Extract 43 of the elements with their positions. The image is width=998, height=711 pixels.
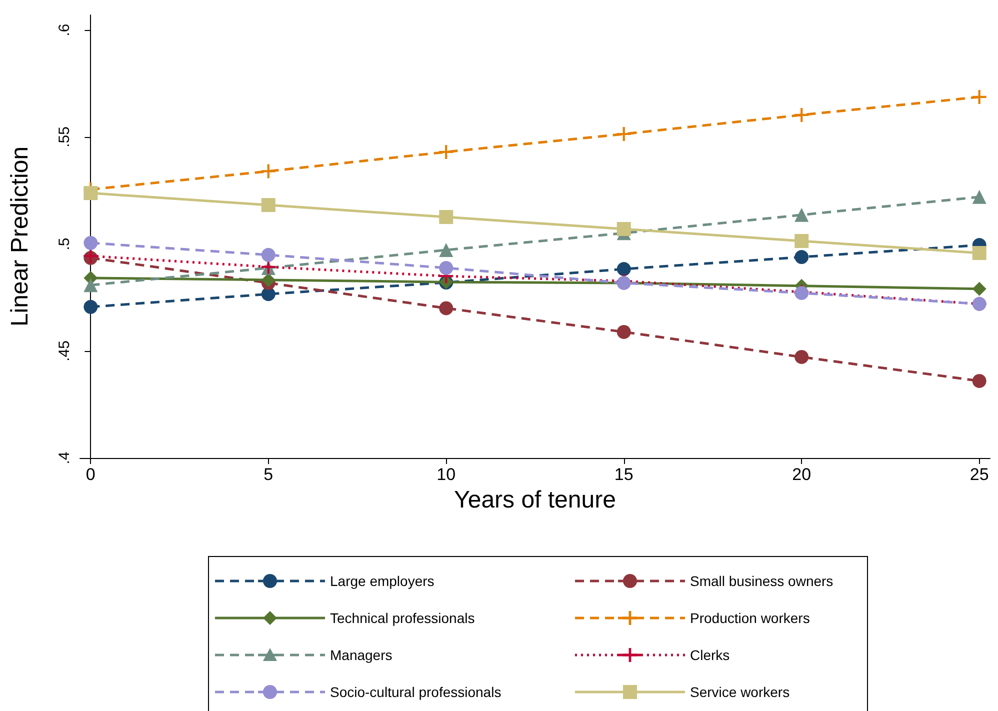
point: [261, 164, 276, 178]
point: [261, 198, 276, 212]
point: [439, 301, 454, 316]
point: [794, 234, 809, 248]
y-tick-label: .55: [56, 126, 73, 148]
point: [84, 236, 98, 250]
legend-label: Clerks: [690, 647, 730, 663]
x-tick-label: 20: [792, 465, 812, 484]
point: [439, 260, 454, 275]
legend-label: Managers: [330, 647, 392, 663]
point: [261, 248, 276, 262]
legend-label: Socio-cultural professionals: [330, 684, 502, 700]
point: [972, 282, 986, 296]
point: [439, 242, 454, 257]
x-tick-label: 5: [264, 465, 274, 484]
point: [616, 222, 631, 236]
point: [794, 250, 809, 264]
x-tick-label: 0: [86, 465, 96, 484]
point: [84, 300, 98, 314]
legend-label: Large employers: [330, 573, 434, 589]
y-tick-label: .6: [56, 24, 73, 36]
y-tick-label: .5: [56, 238, 73, 250]
y-tick-label: .4: [56, 452, 73, 464]
legend-label: Technical professionals: [330, 610, 475, 626]
point: [794, 208, 809, 222]
x-tick-label: 25: [970, 465, 989, 484]
point: [84, 278, 98, 292]
point: [84, 186, 98, 200]
point: [972, 190, 986, 204]
point: [972, 246, 986, 260]
point: [972, 374, 986, 388]
y-axis-title: Linear Prediction: [6, 146, 34, 327]
point: [616, 324, 631, 339]
y-tick-label: .45: [56, 340, 73, 362]
legend-label: Small business owners: [690, 573, 834, 589]
x-tick-label: 15: [614, 465, 634, 484]
point: [439, 210, 454, 224]
legend-label: Production workers: [690, 610, 810, 626]
point: [616, 262, 631, 276]
legend-label: Service workers: [690, 684, 790, 700]
x-axis-title: Years of tenure: [454, 486, 616, 514]
x-tick-label: 10: [436, 465, 456, 484]
point: [794, 350, 809, 364]
